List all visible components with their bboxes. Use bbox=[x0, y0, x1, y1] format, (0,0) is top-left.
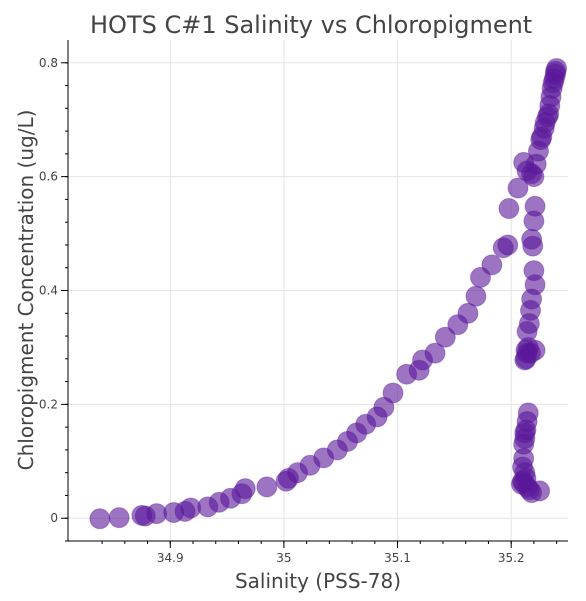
data-point bbox=[547, 58, 567, 78]
x-tick-label: 34.9 bbox=[157, 551, 184, 565]
data-point bbox=[383, 383, 403, 403]
data-point bbox=[90, 509, 110, 529]
x-axis-ticks: 34.9 35 35.1 35.2 bbox=[102, 541, 557, 565]
y-tick-label: 0.2 bbox=[39, 397, 58, 411]
data-point bbox=[523, 236, 543, 256]
data-point bbox=[499, 199, 519, 219]
data-point bbox=[257, 477, 277, 497]
data-point bbox=[109, 508, 129, 528]
data-point bbox=[498, 235, 518, 255]
x-tick-label: 35 bbox=[276, 551, 291, 565]
y-tick-label: 0.4 bbox=[39, 284, 58, 298]
y-axis-ticks: 0 0.2 0.4 0.6 0.8 bbox=[39, 56, 68, 541]
x-tick-label: 35.1 bbox=[384, 551, 411, 565]
y-tick-label: 0 bbox=[50, 511, 58, 525]
y-tick-label: 0.8 bbox=[39, 56, 58, 70]
y-axis-label: Chloropigment Concentration (ug/L) bbox=[14, 110, 38, 471]
data-point bbox=[482, 255, 502, 275]
data-point bbox=[235, 479, 255, 499]
x-tick-label: 35.2 bbox=[498, 551, 525, 565]
data-points bbox=[90, 58, 567, 528]
chart-title: HOTS C#1 Salinity vs Chloropigment bbox=[90, 11, 532, 39]
data-point bbox=[513, 471, 533, 491]
y-tick-label: 0.6 bbox=[39, 170, 58, 184]
data-point bbox=[466, 286, 486, 306]
x-axis-label: Salinity (PSS-78) bbox=[235, 569, 401, 593]
data-point bbox=[524, 211, 544, 231]
data-point bbox=[525, 340, 545, 360]
